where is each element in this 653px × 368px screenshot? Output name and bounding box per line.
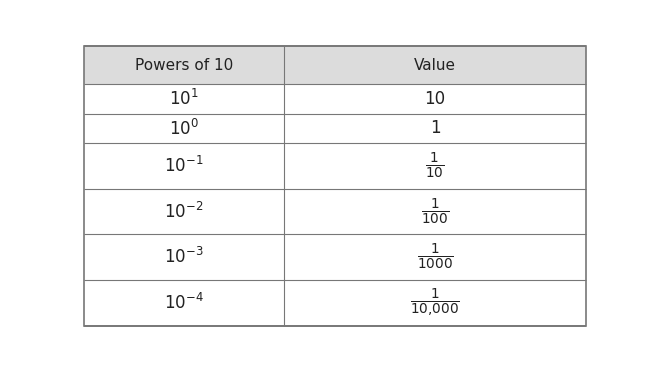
Text: $10^{1}$: $10^{1}$ [169, 89, 199, 109]
Text: 1: 1 [430, 120, 440, 138]
Text: Value: Value [414, 58, 456, 73]
Text: $10^{-2}$: $10^{-2}$ [165, 202, 204, 222]
Text: $10^{-4}$: $10^{-4}$ [164, 293, 204, 313]
Bar [84, 280, 586, 326]
Text: $\frac{1}{10{,}000}$: $\frac{1}{10{,}000}$ [410, 286, 460, 319]
Text: $10^{-1}$: $10^{-1}$ [165, 156, 204, 176]
Bar [84, 189, 586, 234]
Text: $\frac{1}{10}$: $\frac{1}{10}$ [425, 151, 445, 181]
Bar [84, 84, 586, 114]
Bar [84, 143, 586, 189]
Text: $\frac{1}{1000}$: $\frac{1}{1000}$ [417, 242, 453, 272]
Text: Powers of 10: Powers of 10 [135, 58, 233, 73]
Text: $10^{-3}$: $10^{-3}$ [164, 247, 204, 267]
Text: 10: 10 [424, 90, 445, 108]
Bar [84, 114, 586, 143]
Text: $10^{0}$: $10^{0}$ [169, 118, 199, 138]
Bar [84, 234, 586, 280]
Text: $\frac{1}{100}$: $\frac{1}{100}$ [421, 197, 449, 227]
Bar [84, 46, 586, 84]
